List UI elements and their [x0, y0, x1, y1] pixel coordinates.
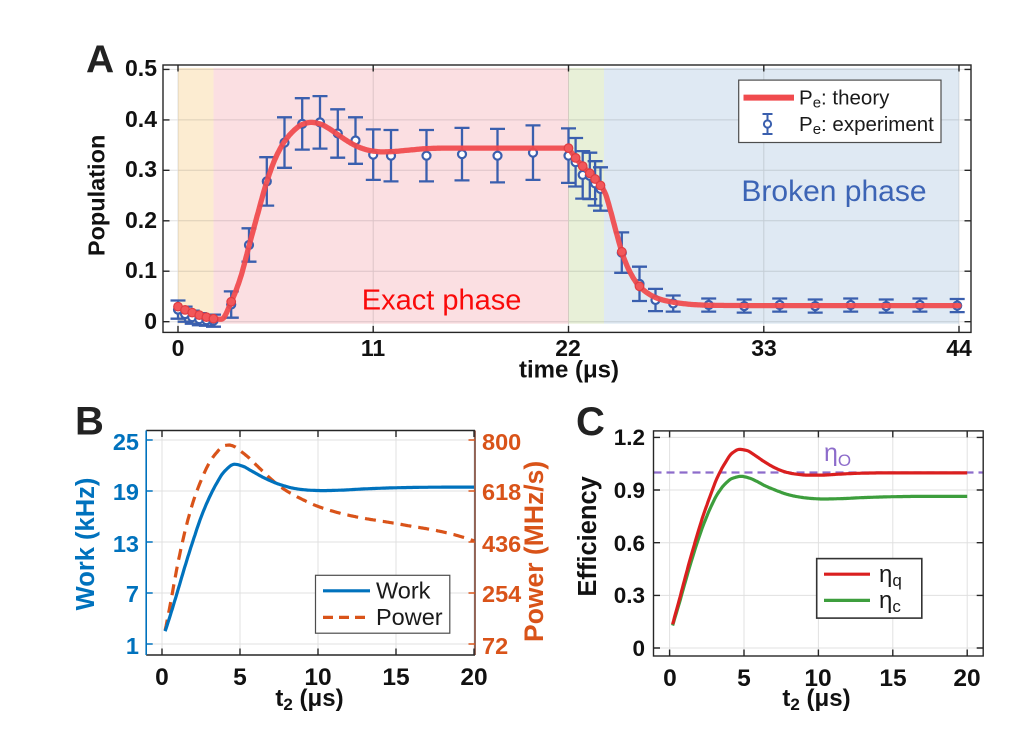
svg-text:0: 0 [663, 665, 677, 692]
svg-text:1: 1 [126, 633, 139, 659]
svg-text:5: 5 [233, 664, 247, 691]
svg-text:618: 618 [482, 479, 521, 505]
svg-text:B: B [75, 400, 104, 444]
svg-text:1.2: 1.2 [614, 425, 645, 450]
svg-text:33: 33 [751, 335, 777, 361]
svg-text:15: 15 [382, 664, 409, 691]
svg-text:22: 22 [555, 335, 581, 361]
svg-text:44: 44 [946, 335, 972, 361]
svg-text:254: 254 [482, 581, 521, 607]
svg-text:0.1: 0.1 [125, 257, 157, 283]
svg-text:10: 10 [804, 665, 831, 692]
svg-text:7: 7 [126, 581, 139, 607]
svg-text:A: A [86, 39, 114, 82]
svg-text:0.2: 0.2 [125, 207, 157, 233]
svg-text:0.4: 0.4 [125, 106, 157, 132]
svg-text:13: 13 [113, 531, 139, 557]
svg-text:0: 0 [144, 308, 157, 334]
svg-text:0: 0 [155, 664, 169, 691]
svg-text:0: 0 [632, 636, 645, 661]
svg-text:72: 72 [482, 633, 508, 659]
svg-text:0.6: 0.6 [614, 531, 645, 556]
svg-text:5: 5 [737, 665, 751, 692]
svg-text:0.3: 0.3 [125, 156, 157, 182]
svg-text:436: 436 [482, 531, 521, 557]
svg-text:25: 25 [113, 429, 139, 455]
svg-text:0: 0 [172, 335, 185, 361]
svg-text:Pe: experiment: Pe: experiment [799, 113, 934, 138]
svg-text:Broken phase: Broken phase [741, 175, 926, 208]
svg-text:C: C [576, 400, 605, 444]
svg-text:20: 20 [460, 664, 487, 691]
svg-text:Population: Population [84, 135, 110, 256]
svg-text:Efficiency: Efficiency [574, 475, 602, 596]
svg-text:time (μs): time (μs) [519, 357, 619, 384]
svg-text:Exact phase: Exact phase [362, 285, 522, 317]
svg-text:Power: Power [376, 604, 443, 630]
svg-text:0.9: 0.9 [614, 478, 645, 503]
svg-text:20: 20 [953, 665, 980, 692]
svg-text:10: 10 [304, 664, 331, 691]
svg-text:t2 (μs): t2 (μs) [275, 685, 343, 714]
svg-text:15: 15 [879, 665, 906, 692]
svg-text:0.3: 0.3 [614, 583, 645, 608]
svg-text:Work: Work [376, 578, 431, 604]
svg-text:0.5: 0.5 [125, 55, 157, 81]
svg-text:Power (MHz/s): Power (MHz/s) [519, 461, 549, 642]
svg-text:11: 11 [361, 335, 386, 361]
svg-text:19: 19 [113, 479, 139, 505]
svg-text:Work (kHz): Work (kHz) [72, 478, 100, 611]
svg-text:800: 800 [482, 429, 521, 455]
svg-text:Pe: theory: Pe: theory [799, 87, 890, 112]
